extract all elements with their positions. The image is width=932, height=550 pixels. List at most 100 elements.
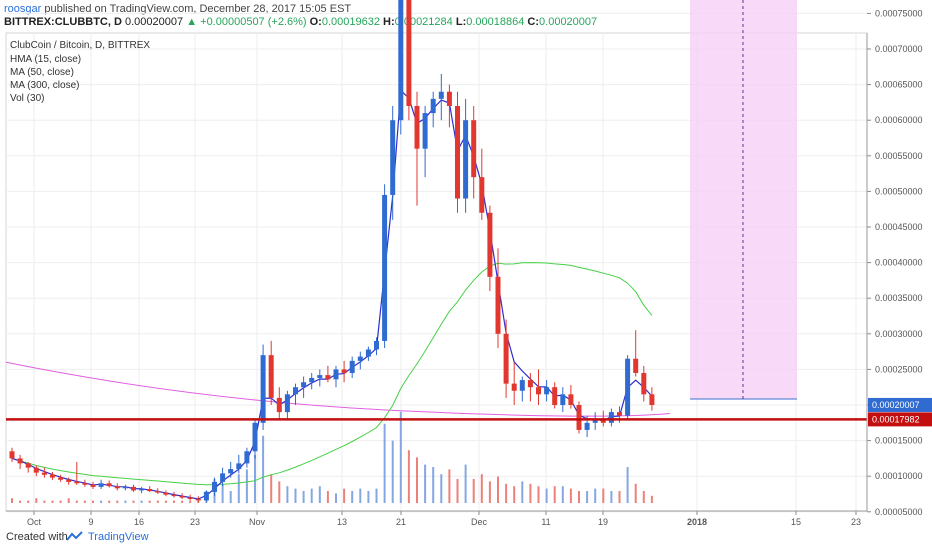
volume-bar (92, 500, 94, 503)
price-axis[interactable]: 0.000950000.000900000.000850000.00080000… (866, 0, 932, 526)
volume-bar (326, 491, 329, 503)
candle-body (252, 422, 258, 452)
volume-bar (310, 488, 313, 503)
measure-tool[interactable]: 0.00059106 (283.66%) 59106 (670, 0, 822, 400)
volume-bar (505, 483, 508, 503)
y-tick-label: 0.00030000 (875, 329, 923, 339)
candle-body (495, 276, 501, 334)
y-tick-label: 0.00065000 (875, 80, 923, 90)
volume-bar (43, 500, 46, 503)
candle-body (155, 491, 161, 493)
candle-body (349, 360, 355, 373)
symbol-label[interactable]: BITTREX:CLUBBTC, D (4, 16, 122, 28)
y-tick-label: 0.00025000 (875, 364, 923, 374)
volume-bar (610, 491, 613, 503)
hline-price-tag (868, 412, 932, 427)
y-tick-label: 0.00075000 (875, 8, 923, 18)
candle-body (374, 340, 379, 350)
volume-bar (359, 488, 362, 503)
legend-ma50[interactable]: MA (50, close) (10, 67, 74, 78)
volume-bar (51, 500, 54, 503)
volume-bar (416, 457, 418, 503)
volume-bar (270, 474, 273, 503)
candle-body (122, 486, 128, 489)
candle-body (576, 405, 582, 430)
candle-body (195, 498, 201, 501)
volume-bar (432, 467, 435, 503)
volume-bar (189, 500, 192, 503)
candle-body (147, 489, 153, 492)
x-tick-label: 9 (88, 517, 93, 526)
y-tick-label: 0.00060000 (875, 115, 923, 125)
price-chart[interactable]: 0.000799430.00017982 0.00059106 (283.66%… (0, 0, 932, 526)
candle-body (633, 358, 639, 373)
x-tick-label: 16 (134, 517, 144, 526)
volume-bar (561, 486, 564, 503)
legend-ma300[interactable]: MA (300, close) (10, 80, 79, 91)
candle-body (9, 451, 15, 459)
tradingview-link[interactable]: TradingView (88, 531, 149, 543)
candle-body (139, 489, 145, 491)
volume-bar (407, 450, 410, 503)
x-tick-label: Nov (249, 517, 266, 526)
volume-bar (83, 500, 86, 503)
volume-bars (11, 411, 653, 503)
legend-vol[interactable]: Vol (30) (10, 93, 44, 104)
candle-body (74, 481, 80, 484)
up-arrow-icon: ▲ (186, 16, 198, 28)
volume-bar (181, 500, 184, 503)
candle-body (544, 387, 550, 395)
volume-bar (642, 491, 645, 503)
close-label: C: (527, 16, 540, 28)
y-tick-label: 0.00015000 (875, 436, 923, 446)
volume-bar (650, 495, 653, 503)
y-tick-label: 0.00035000 (875, 293, 923, 303)
volume-bar (448, 469, 451, 503)
x-tick-label: 23 (851, 517, 861, 526)
x-tick-label: 21 (396, 517, 406, 526)
publish-text: published on TradingView.com, December 2… (44, 3, 352, 15)
candle-body (317, 375, 323, 378)
candle-body (446, 91, 452, 106)
volume-bar (456, 479, 459, 503)
candle-body (487, 212, 493, 277)
horizontal-lines[interactable]: 0.000799430.00017982 (6, 0, 932, 427)
volume-bar (440, 474, 443, 503)
candle-body (600, 419, 606, 423)
chart-title: ClubCoin / Bitcoin, D, BITTREX (10, 40, 150, 51)
candle-body (66, 479, 72, 482)
y-tick-label: 0.00040000 (875, 258, 923, 268)
candle-body (390, 120, 396, 195)
volume-bar (59, 500, 62, 503)
candle-body (398, 0, 404, 121)
time-axis[interactable]: Oct 9 16 23 Nov 13 21 Dec 11 19 2018 15 23 (6, 510, 867, 526)
volume-bar (286, 486, 289, 503)
candle-body (236, 463, 242, 470)
volume-bar (302, 491, 305, 503)
candle-body (228, 469, 234, 474)
candle-body (33, 467, 39, 473)
candle-body (552, 387, 558, 405)
candle-body (212, 481, 217, 492)
candle-body (244, 451, 250, 464)
ma50-line (11, 262, 653, 486)
x-tick-label: 23 (190, 517, 200, 526)
volume-bar (156, 500, 159, 503)
candle-body (90, 484, 96, 487)
legend-hma[interactable]: HMA (15, close) (10, 54, 81, 65)
candle-body (341, 369, 347, 373)
tradingview-logo-icon (66, 531, 83, 541)
volume-bar (108, 500, 111, 503)
candle-body (365, 349, 371, 357)
author-link[interactable]: roosgar (4, 3, 42, 15)
candle-body (592, 419, 598, 423)
y-tick-label: 0.00050000 (875, 186, 923, 196)
x-tick-label: 13 (337, 517, 347, 526)
volume-bar (488, 481, 491, 503)
volume-bar (553, 486, 556, 503)
candle-body (301, 382, 307, 388)
low-label: L: (455, 16, 467, 28)
candle-body (406, 0, 412, 106)
candle-body (82, 483, 88, 485)
volume-bar (424, 464, 427, 503)
